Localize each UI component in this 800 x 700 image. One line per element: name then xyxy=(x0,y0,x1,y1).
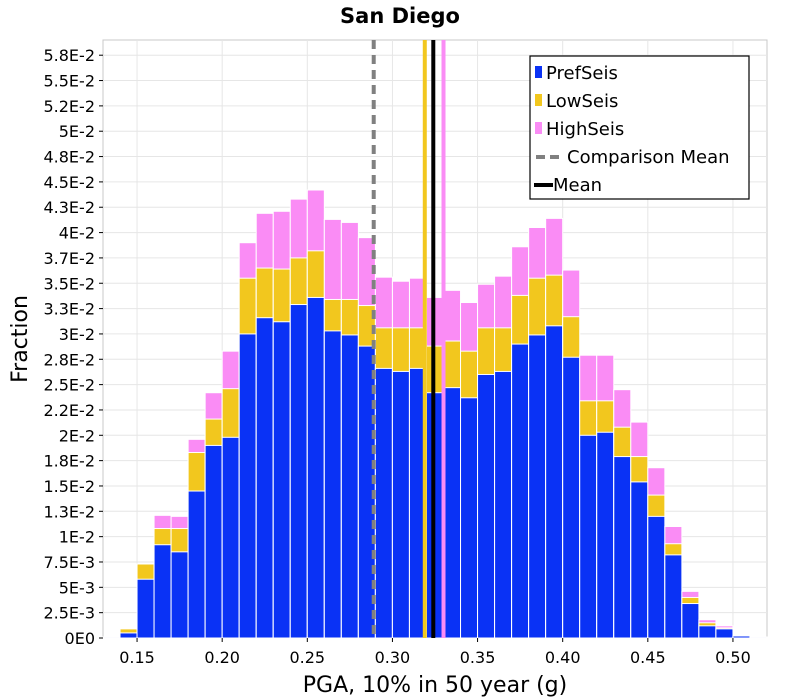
y-tick-label: 2.5E-3 xyxy=(43,604,95,623)
bar-prefseis xyxy=(255,317,274,639)
legend-box xyxy=(529,55,750,200)
bar-prefseis xyxy=(613,456,632,639)
y-tick-label: 4E-2 xyxy=(59,224,95,243)
bar-prefseis xyxy=(272,321,291,639)
y-tick-label: 5.8E-2 xyxy=(43,46,95,65)
bar-prefseis xyxy=(511,343,530,639)
bar-prefseis xyxy=(681,603,700,639)
bar-prefseis xyxy=(443,387,462,639)
x-tick-label: 0.35 xyxy=(460,648,496,667)
x-axis-label: PGA, 10% in 50 year (g) xyxy=(303,673,567,698)
y-tick-label: 3.7E-2 xyxy=(43,249,95,268)
bar-prefseis xyxy=(289,304,308,639)
bar-prefseis xyxy=(732,635,751,639)
x-tick-label: 0.50 xyxy=(715,648,751,667)
bar-prefseis xyxy=(477,373,496,639)
y-tick-label: 1.5E-2 xyxy=(43,477,95,496)
x-tick-label: 0.20 xyxy=(204,648,240,667)
bar-prefseis xyxy=(562,356,581,639)
bar-prefseis xyxy=(102,636,121,639)
bar-prefseis xyxy=(596,431,615,639)
y-tick-label: 4.3E-2 xyxy=(43,198,95,217)
x-tick-label: 0.25 xyxy=(289,648,325,667)
chart-title: San Diego xyxy=(340,4,460,28)
histogram-bars xyxy=(102,189,768,639)
bar-prefseis xyxy=(647,515,666,639)
y-tick-label: 0E0 xyxy=(65,629,95,648)
y-tick-label: 1.8E-2 xyxy=(43,452,95,471)
bar-prefseis xyxy=(528,334,547,639)
y-tick-label: 3.3E-2 xyxy=(43,300,95,319)
legend-swatch xyxy=(535,94,542,106)
legend-label: PrefSeis xyxy=(546,63,618,84)
y-tick-label: 1E-2 xyxy=(59,528,95,547)
legend-label: Comparison Mean xyxy=(567,147,730,168)
legend-label: Mean xyxy=(553,175,602,196)
bar-prefseis xyxy=(153,544,172,639)
bar-prefseis xyxy=(545,325,564,639)
bar-prefseis xyxy=(221,436,240,639)
legend-label: HighSeis xyxy=(546,119,624,140)
bar-prefseis xyxy=(170,551,189,639)
y-tick-label: 4.5E-2 xyxy=(43,173,95,192)
bar-prefseis xyxy=(323,330,342,639)
y-tick-label: 1.3E-2 xyxy=(43,502,95,521)
y-tick-labels: 0E0 2.5E-3 5E-3 7.5E-3 1E-2 1.3E-2 1.5E-2 1.8E-… xyxy=(43,46,103,648)
legend-swatch xyxy=(535,66,542,78)
y-tick-label: 2.5E-2 xyxy=(43,376,95,395)
legend-swatch xyxy=(535,122,542,134)
x-tick-label: 0.45 xyxy=(630,648,666,667)
x-tick-label: 0.15 xyxy=(119,648,155,667)
bar-prefseis xyxy=(494,370,513,639)
y-tick-label: 5E-3 xyxy=(59,578,95,597)
bar-prefseis xyxy=(579,434,598,639)
bar-prefseis xyxy=(630,481,649,639)
legend: PrefSeis LowSeis HighSeis Comparison Mean Me… xyxy=(529,55,750,200)
bar-prefseis xyxy=(749,636,768,639)
x-tick-label: 0.30 xyxy=(375,648,411,667)
y-tick-label: 7.5E-3 xyxy=(43,553,95,572)
bar-prefseis xyxy=(187,490,206,639)
y-tick-label: 2.8E-2 xyxy=(43,350,95,369)
bar-prefseis xyxy=(204,444,223,639)
y-tick-label: 5.2E-2 xyxy=(43,97,95,116)
bar-prefseis xyxy=(119,632,138,639)
bar-prefseis xyxy=(460,397,479,639)
bar-prefseis xyxy=(715,628,734,639)
bar-prefseis xyxy=(664,554,683,639)
y-tick-label: 4.8E-2 xyxy=(43,148,95,167)
mean-lines xyxy=(371,40,446,638)
y-tick-label: 5.5E-2 xyxy=(43,72,95,91)
bar-prefseis xyxy=(374,367,393,639)
y-tick-label: 2E-2 xyxy=(59,426,95,445)
y-axis-label: Fraction xyxy=(8,295,33,383)
bar-prefseis xyxy=(340,334,359,639)
bar-prefseis xyxy=(238,333,257,639)
y-tick-label: 2.2E-2 xyxy=(43,401,95,420)
x-tick-label: 0.40 xyxy=(545,648,581,667)
legend-label: LowSeis xyxy=(546,91,618,112)
bar-prefseis xyxy=(136,578,155,639)
bar-prefseis xyxy=(391,370,410,639)
bar-prefseis xyxy=(306,296,325,639)
x-tick-labels: 0.15 0.20 0.25 0.30 0.35 0.40 0.45 0.50 xyxy=(119,638,751,667)
y-tick-label: 5E-2 xyxy=(59,122,95,141)
y-tick-label: 3.5E-2 xyxy=(43,274,95,293)
y-tick-label: 3E-2 xyxy=(59,325,95,344)
bar-prefseis xyxy=(698,625,717,639)
